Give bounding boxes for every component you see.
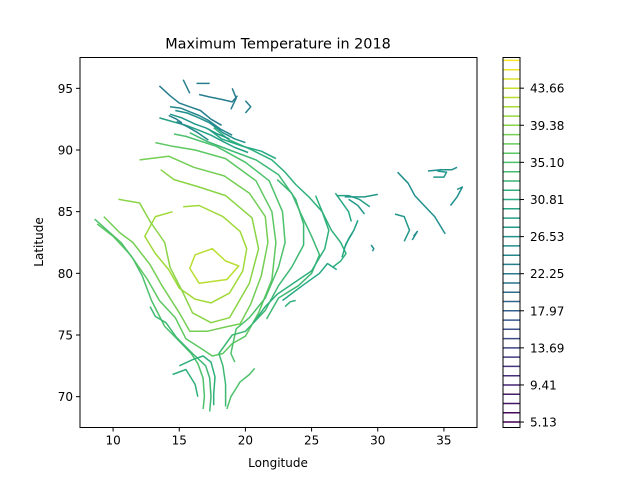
x-axis-label: Longitude (248, 456, 308, 470)
contour-line (158, 85, 222, 126)
contour-line (344, 193, 378, 198)
colorbar-frame (502, 57, 521, 428)
contour-line (449, 186, 464, 206)
x-tick-label: 30 (370, 434, 385, 448)
contour-line (159, 117, 249, 154)
axes-frame (79, 57, 478, 428)
y-tick-label: 90 (58, 144, 73, 158)
contour-line (284, 299, 296, 308)
contour-line (182, 79, 191, 94)
y-ticks: 70 75 80 85 90 95 (58, 82, 80, 404)
contour-line (427, 166, 458, 172)
contour-line (244, 100, 252, 114)
contour-line (265, 179, 321, 320)
contour-line (176, 120, 209, 141)
contour-line (169, 113, 230, 140)
contour-line (230, 88, 237, 110)
contour-line (173, 133, 286, 363)
colorbar-tick-label: 35.10 (530, 156, 564, 170)
contour-line (168, 114, 183, 124)
contour-line (344, 220, 359, 248)
colorbar-tick-label: 30.81 (530, 193, 564, 207)
contour-line (198, 93, 239, 103)
plot-area (94, 79, 464, 412)
colorbar-tick-label: 43.66 (530, 82, 564, 96)
y-tick-label: 85 (58, 205, 73, 219)
y-tick-label: 95 (58, 82, 73, 96)
colorbar: 5.13 9.41 13.69 17.97 22.25 26.53 30.81 35.10 39… (502, 57, 564, 430)
contour-line (282, 262, 338, 302)
contour-line (175, 109, 246, 144)
contour-line (169, 106, 233, 136)
contour-line (394, 213, 411, 242)
contour-line (189, 247, 240, 284)
contour-line (314, 195, 347, 268)
contour-line (144, 204, 248, 304)
colorbar-tick-label: 13.69 (530, 341, 564, 355)
x-tick-label: 15 (172, 434, 187, 448)
y-axis-label: Latitude (32, 217, 46, 266)
contour-line (397, 171, 446, 235)
x-tick-label: 25 (304, 434, 319, 448)
colorbar-tick-label: 22.25 (530, 267, 564, 281)
colorbar-tick-label: 39.38 (530, 119, 564, 133)
x-ticks: 10 15 20 25 30 35 (105, 427, 452, 448)
y-tick-label: 80 (58, 267, 73, 281)
colorbar-tick-label: 9.41 (530, 378, 557, 392)
contour-line (178, 355, 216, 406)
y-tick-label: 70 (58, 390, 73, 404)
contour-line (411, 230, 419, 241)
contour-line (226, 367, 256, 410)
colorbar-tick-label: 5.13 (530, 416, 557, 430)
x-tick-label: 10 (105, 434, 120, 448)
chart-title: Maximum Temperature in 2018 (165, 37, 391, 53)
x-tick-label: 35 (436, 434, 451, 448)
contour-line (94, 218, 206, 410)
contour-line (207, 128, 277, 160)
contour-line (433, 170, 448, 178)
contour-line (172, 368, 199, 397)
contour-line (149, 306, 212, 412)
colorbar-tick-label: 26.53 (530, 230, 564, 244)
y-tick-label: 75 (58, 329, 73, 343)
x-tick-label: 20 (238, 434, 253, 448)
contour-line (370, 244, 375, 252)
colorbar-tick-label: 17.97 (530, 304, 564, 318)
contour-line (348, 198, 366, 215)
contour-line (334, 192, 353, 222)
contour-line (103, 155, 269, 333)
contour-line (189, 132, 305, 407)
contour-line (96, 141, 277, 357)
contour-line (118, 169, 260, 324)
